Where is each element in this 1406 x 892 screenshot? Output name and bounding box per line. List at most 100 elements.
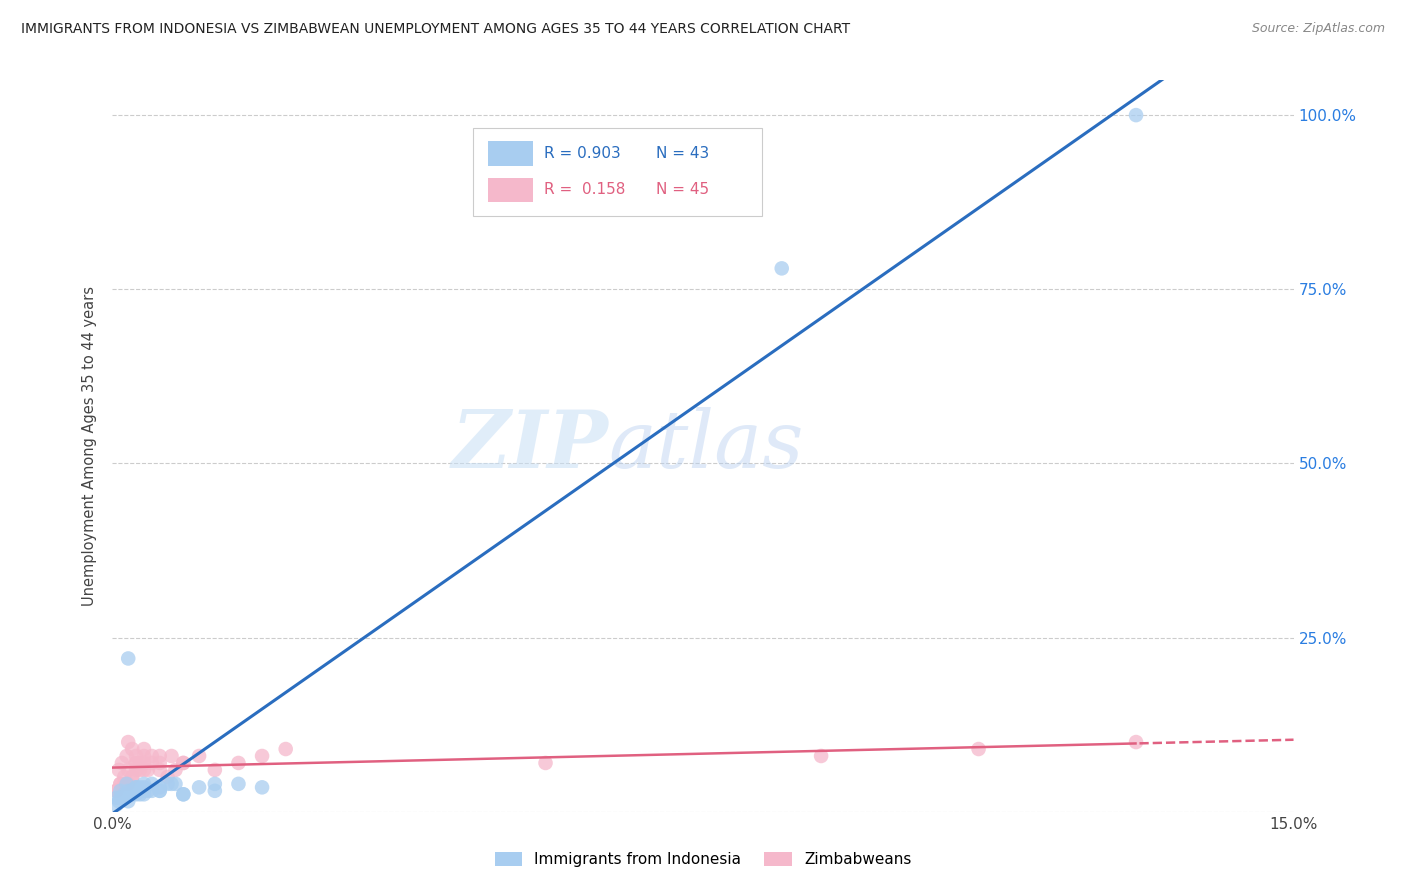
Point bbox=[111, 790, 134, 805]
Point bbox=[132, 763, 155, 777]
Point bbox=[125, 787, 148, 801]
Bar bbox=[488, 141, 533, 166]
Text: R = 0.903: R = 0.903 bbox=[544, 146, 620, 161]
Point bbox=[112, 790, 135, 805]
Legend: Immigrants from Indonesia, Zimbabweans: Immigrants from Indonesia, Zimbabweans bbox=[488, 847, 918, 873]
Point bbox=[117, 763, 139, 777]
Point bbox=[188, 749, 211, 764]
Point bbox=[149, 749, 172, 764]
Point bbox=[141, 777, 163, 791]
Point bbox=[204, 784, 226, 798]
Point bbox=[165, 777, 187, 791]
Point bbox=[129, 780, 152, 795]
Point bbox=[160, 777, 183, 791]
Point bbox=[132, 784, 155, 798]
Point bbox=[112, 770, 135, 784]
Point bbox=[115, 749, 138, 764]
Point bbox=[117, 794, 139, 808]
Point bbox=[125, 749, 148, 764]
Point bbox=[172, 787, 194, 801]
Point bbox=[132, 780, 155, 795]
Point bbox=[149, 784, 172, 798]
Point bbox=[121, 784, 143, 798]
Point bbox=[112, 787, 135, 801]
Point bbox=[129, 756, 152, 770]
Point bbox=[117, 784, 139, 798]
Point bbox=[149, 784, 172, 798]
Point bbox=[188, 780, 211, 795]
Point bbox=[105, 784, 128, 798]
Point bbox=[141, 749, 163, 764]
Point bbox=[125, 780, 148, 795]
Point bbox=[228, 756, 250, 770]
Point bbox=[132, 777, 155, 791]
Point bbox=[110, 777, 132, 791]
Text: Source: ZipAtlas.com: Source: ZipAtlas.com bbox=[1251, 22, 1385, 36]
Point bbox=[534, 756, 557, 770]
Point bbox=[125, 756, 148, 770]
Point bbox=[121, 742, 143, 756]
Point bbox=[105, 797, 128, 812]
Point bbox=[125, 780, 148, 795]
Point bbox=[125, 784, 148, 798]
Point bbox=[1125, 735, 1147, 749]
Point bbox=[117, 735, 139, 749]
Point bbox=[132, 787, 155, 801]
Point bbox=[105, 784, 128, 798]
Text: atlas: atlas bbox=[609, 408, 804, 484]
Point bbox=[156, 770, 179, 784]
Point bbox=[136, 784, 159, 798]
Point bbox=[160, 749, 183, 764]
Point bbox=[204, 777, 226, 791]
Point bbox=[149, 756, 172, 770]
Point bbox=[112, 777, 135, 791]
Text: IMMIGRANTS FROM INDONESIA VS ZIMBABWEAN UNEMPLOYMENT AMONG AGES 35 TO 44 YEARS C: IMMIGRANTS FROM INDONESIA VS ZIMBABWEAN … bbox=[21, 22, 851, 37]
Point bbox=[172, 756, 194, 770]
Point bbox=[117, 777, 139, 791]
Point bbox=[121, 784, 143, 798]
Point bbox=[141, 756, 163, 770]
Point bbox=[204, 763, 226, 777]
Point bbox=[121, 770, 143, 784]
Point bbox=[250, 749, 273, 764]
Point bbox=[115, 777, 138, 791]
Text: N = 45: N = 45 bbox=[655, 183, 709, 197]
Point bbox=[149, 763, 172, 777]
Point bbox=[121, 770, 143, 784]
Point bbox=[172, 756, 194, 770]
Point bbox=[125, 763, 148, 777]
Point bbox=[121, 787, 143, 801]
Point bbox=[129, 763, 152, 777]
Point bbox=[172, 787, 194, 801]
Y-axis label: Unemployment Among Ages 35 to 44 years: Unemployment Among Ages 35 to 44 years bbox=[82, 286, 97, 606]
Point bbox=[117, 651, 139, 665]
Point bbox=[136, 763, 159, 777]
Text: N = 43: N = 43 bbox=[655, 146, 709, 161]
Point bbox=[250, 780, 273, 795]
Point bbox=[228, 777, 250, 791]
Point bbox=[967, 742, 990, 756]
Point bbox=[132, 749, 155, 764]
Point bbox=[132, 756, 155, 770]
Point bbox=[156, 777, 179, 791]
Bar bbox=[488, 178, 533, 202]
Point bbox=[770, 261, 793, 276]
Point bbox=[149, 780, 172, 795]
Point bbox=[110, 784, 132, 798]
Point bbox=[141, 784, 163, 798]
Point bbox=[107, 763, 129, 777]
Point bbox=[129, 787, 152, 801]
Point bbox=[165, 763, 187, 777]
Point bbox=[274, 742, 297, 756]
Text: ZIP: ZIP bbox=[451, 408, 609, 484]
Point bbox=[110, 790, 132, 805]
Text: R =  0.158: R = 0.158 bbox=[544, 183, 624, 197]
Point bbox=[111, 756, 134, 770]
Point bbox=[810, 749, 832, 764]
Point bbox=[105, 790, 128, 805]
Point bbox=[132, 742, 155, 756]
Point bbox=[110, 777, 132, 791]
Point bbox=[125, 756, 148, 770]
Point bbox=[1125, 108, 1147, 122]
Bar bbox=[472, 128, 762, 216]
